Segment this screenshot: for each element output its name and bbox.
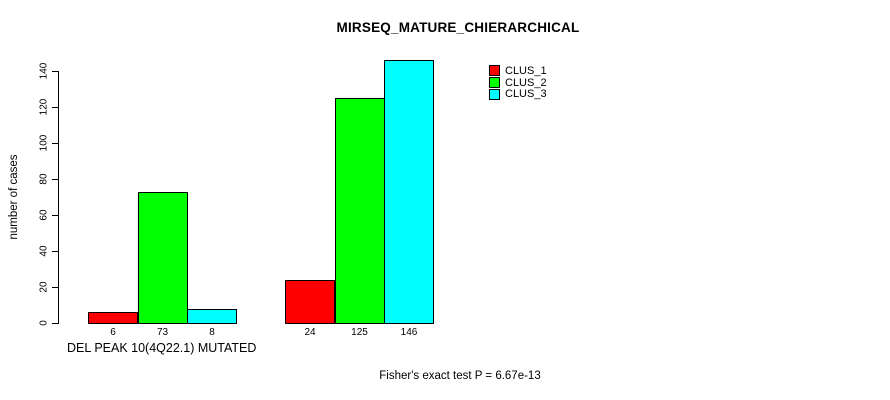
bar-value-label: 125 <box>351 327 368 338</box>
y-tick-mark <box>52 179 58 180</box>
y-tick-mark <box>52 71 58 72</box>
bar-group1-clus_1 <box>88 312 138 324</box>
y-tick-label: 120 <box>38 98 50 116</box>
y-axis-line <box>58 71 59 324</box>
legend-label: CLUS_3 <box>505 88 547 101</box>
bar-group1-clus_2 <box>137 191 188 324</box>
bar-group2-clus_3 <box>384 60 434 324</box>
legend-swatch-clus_2 <box>489 77 500 89</box>
legend-swatch-clus_3 <box>489 88 500 100</box>
bar-value-label: 73 <box>156 327 169 338</box>
legend-item-clus_2: CLUS_2 <box>489 77 547 89</box>
y-tick-label: 0 <box>38 320 50 326</box>
bar-value-label: 24 <box>304 327 316 338</box>
x-axis-label: DEL PEAK 10(4Q22.1) MUTATED <box>67 341 257 355</box>
bar-group2-clus_2 <box>334 98 385 324</box>
legend: CLUS_1 CLUS_2 CLUS_3 <box>489 65 547 100</box>
y-tick-label: 100 <box>38 134 50 152</box>
y-axis-label: number of cases <box>8 154 20 240</box>
y-tick-mark <box>52 107 58 108</box>
y-tick-mark <box>52 215 58 216</box>
y-tick-label: 40 <box>38 245 50 257</box>
y-tick-mark <box>52 287 58 288</box>
legend-label: CLUS_1 <box>505 64 547 77</box>
y-tick-mark <box>52 251 58 252</box>
y-tick-label: 60 <box>38 209 50 221</box>
legend-swatch-clus_1 <box>489 65 500 77</box>
legend-item-clus_1: CLUS_1 <box>489 65 547 77</box>
y-tick-label: 140 <box>38 62 50 80</box>
y-tick-mark <box>52 323 58 324</box>
y-tick-label: 20 <box>38 281 50 293</box>
bar-value-label: 8 <box>209 327 215 338</box>
legend-item-clus_3: CLUS_3 <box>489 88 547 100</box>
bar-group2-clus_1 <box>285 279 335 324</box>
chart-title: MIRSEQ_MATURE_CHIERARCHICAL <box>336 20 580 35</box>
fisher-test-annotation: Fisher's exact test P = 6.67e-13 <box>379 370 541 382</box>
y-tick-label: 80 <box>38 173 50 185</box>
bar-value-label: 146 <box>400 327 418 338</box>
bar-group1-clus_3 <box>187 308 237 324</box>
bar-value-label: 6 <box>110 327 116 338</box>
legend-label: CLUS_2 <box>505 76 547 89</box>
y-tick-mark <box>52 143 58 144</box>
